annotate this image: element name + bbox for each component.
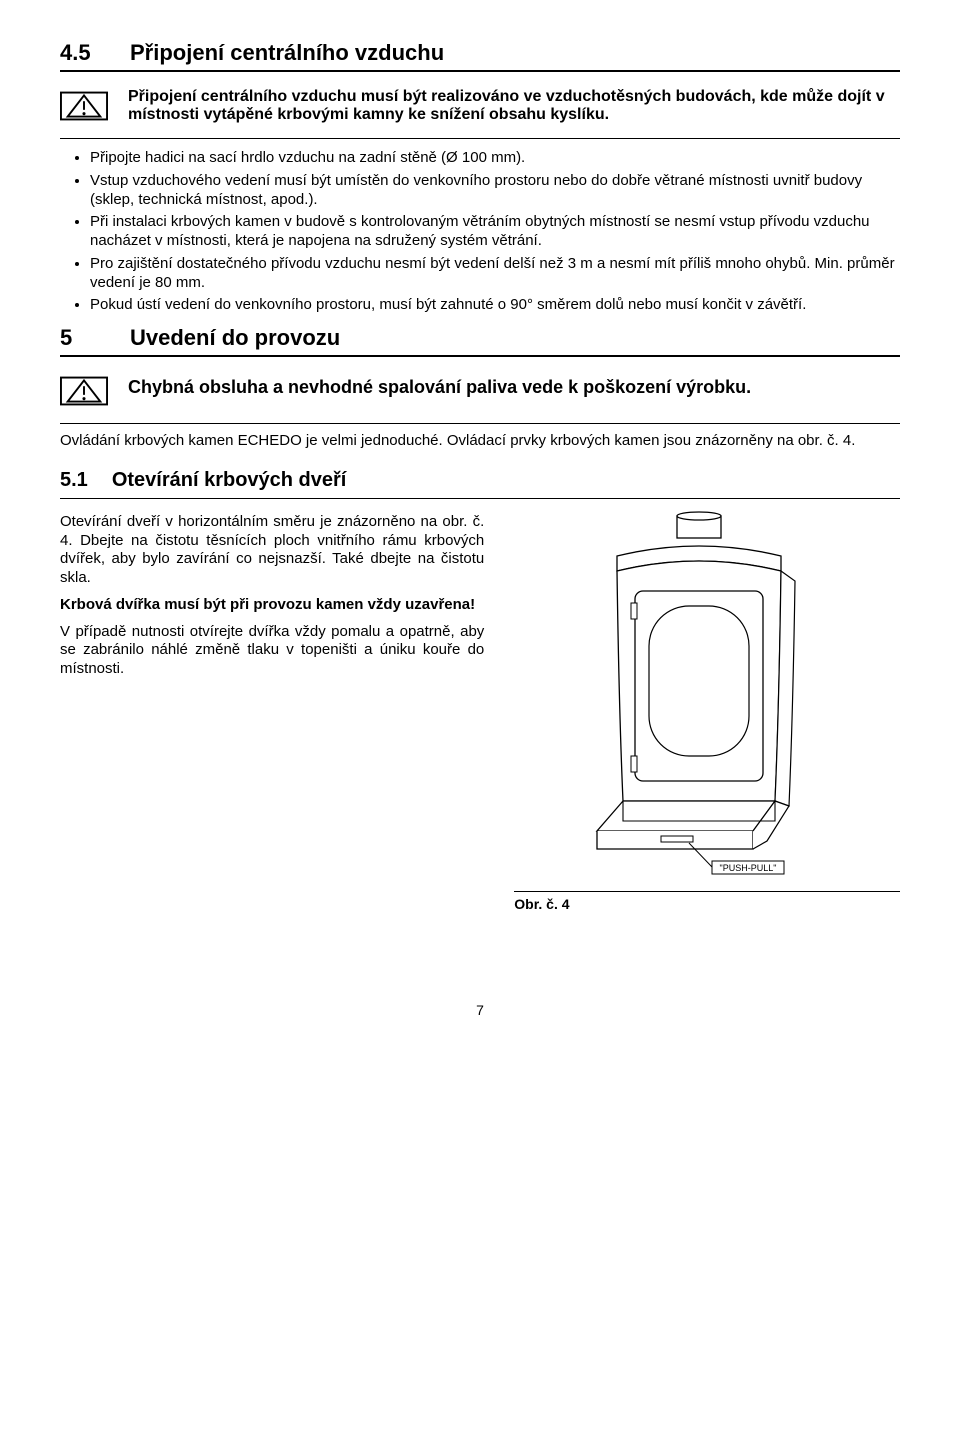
list-item: Pokud ústí vedení do venkovního prostoru… <box>90 296 900 315</box>
warning-text-45: Připojení centrálního vzduchu musí být r… <box>128 82 900 124</box>
list-item: Při instalaci krbových kamen v budově s … <box>90 213 900 251</box>
list-item: Pro zajištění dostatečného přívodu vzduc… <box>90 255 900 293</box>
list-item: Vstup vzduchového vedení musí být umístě… <box>90 172 900 210</box>
section-5-1-title: Otevírání krbových dveří <box>112 469 347 492</box>
push-pull-label: "PUSH-PULL" <box>720 863 777 873</box>
divider <box>60 423 900 424</box>
warning-box-45: Připojení centrálního vzduchu musí být r… <box>60 82 900 130</box>
section-4-5-heading: 4.5 Připojení centrálního vzduchu <box>60 40 900 66</box>
figure-column: "PUSH-PULL" Obr. č. 4 <box>514 505 900 912</box>
paragraph-51-1: Otevírání dveří v horizontálním směru je… <box>60 513 484 588</box>
stove-figure: "PUSH-PULL" <box>577 511 837 881</box>
intro-paragraph-5: Ovládání krbových kamen ECHEDO je velmi … <box>60 432 900 451</box>
list-item: Připojte hadici na sací hrdlo vzduchu na… <box>90 149 900 168</box>
page-number: 7 <box>60 1002 900 1018</box>
paragraph-51-2: Krbová dvířka musí být při provozu kamen… <box>60 596 484 615</box>
divider <box>60 138 900 139</box>
caption-divider <box>514 891 900 892</box>
section-5-title: Uvedení do provozu <box>130 325 340 351</box>
bullet-list-45: Připojte hadici na sací hrdlo vzduchu na… <box>60 149 900 315</box>
divider <box>60 70 900 72</box>
figure-caption: Obr. č. 4 <box>514 896 569 912</box>
section-5-heading: 5 Uvedení do provozu <box>60 325 900 351</box>
divider <box>60 498 900 499</box>
section-4-5-title: Připojení centrálního vzduchu <box>130 40 444 66</box>
text-column: Otevírání dveří v horizontálním směru je… <box>60 505 484 687</box>
section-5-num: 5 <box>60 325 100 351</box>
paragraph-51-3: V případě nutnosti otvírejte dvířka vždy… <box>60 623 484 679</box>
warning-text-5: Chybná obsluha a nevhodné spalování pali… <box>128 367 751 398</box>
section-5-1-num: 5.1 <box>60 469 88 492</box>
section-4-5-num: 4.5 <box>60 40 100 66</box>
divider <box>60 355 900 357</box>
warning-box-5: Chybná obsluha a nevhodné spalování pali… <box>60 367 900 415</box>
section-5-1-heading: 5.1 Otevírání krbových dveří <box>60 469 900 492</box>
warning-icon <box>60 367 108 415</box>
warning-icon <box>60 82 108 130</box>
two-column-layout: Otevírání dveří v horizontálním směru je… <box>60 505 900 912</box>
